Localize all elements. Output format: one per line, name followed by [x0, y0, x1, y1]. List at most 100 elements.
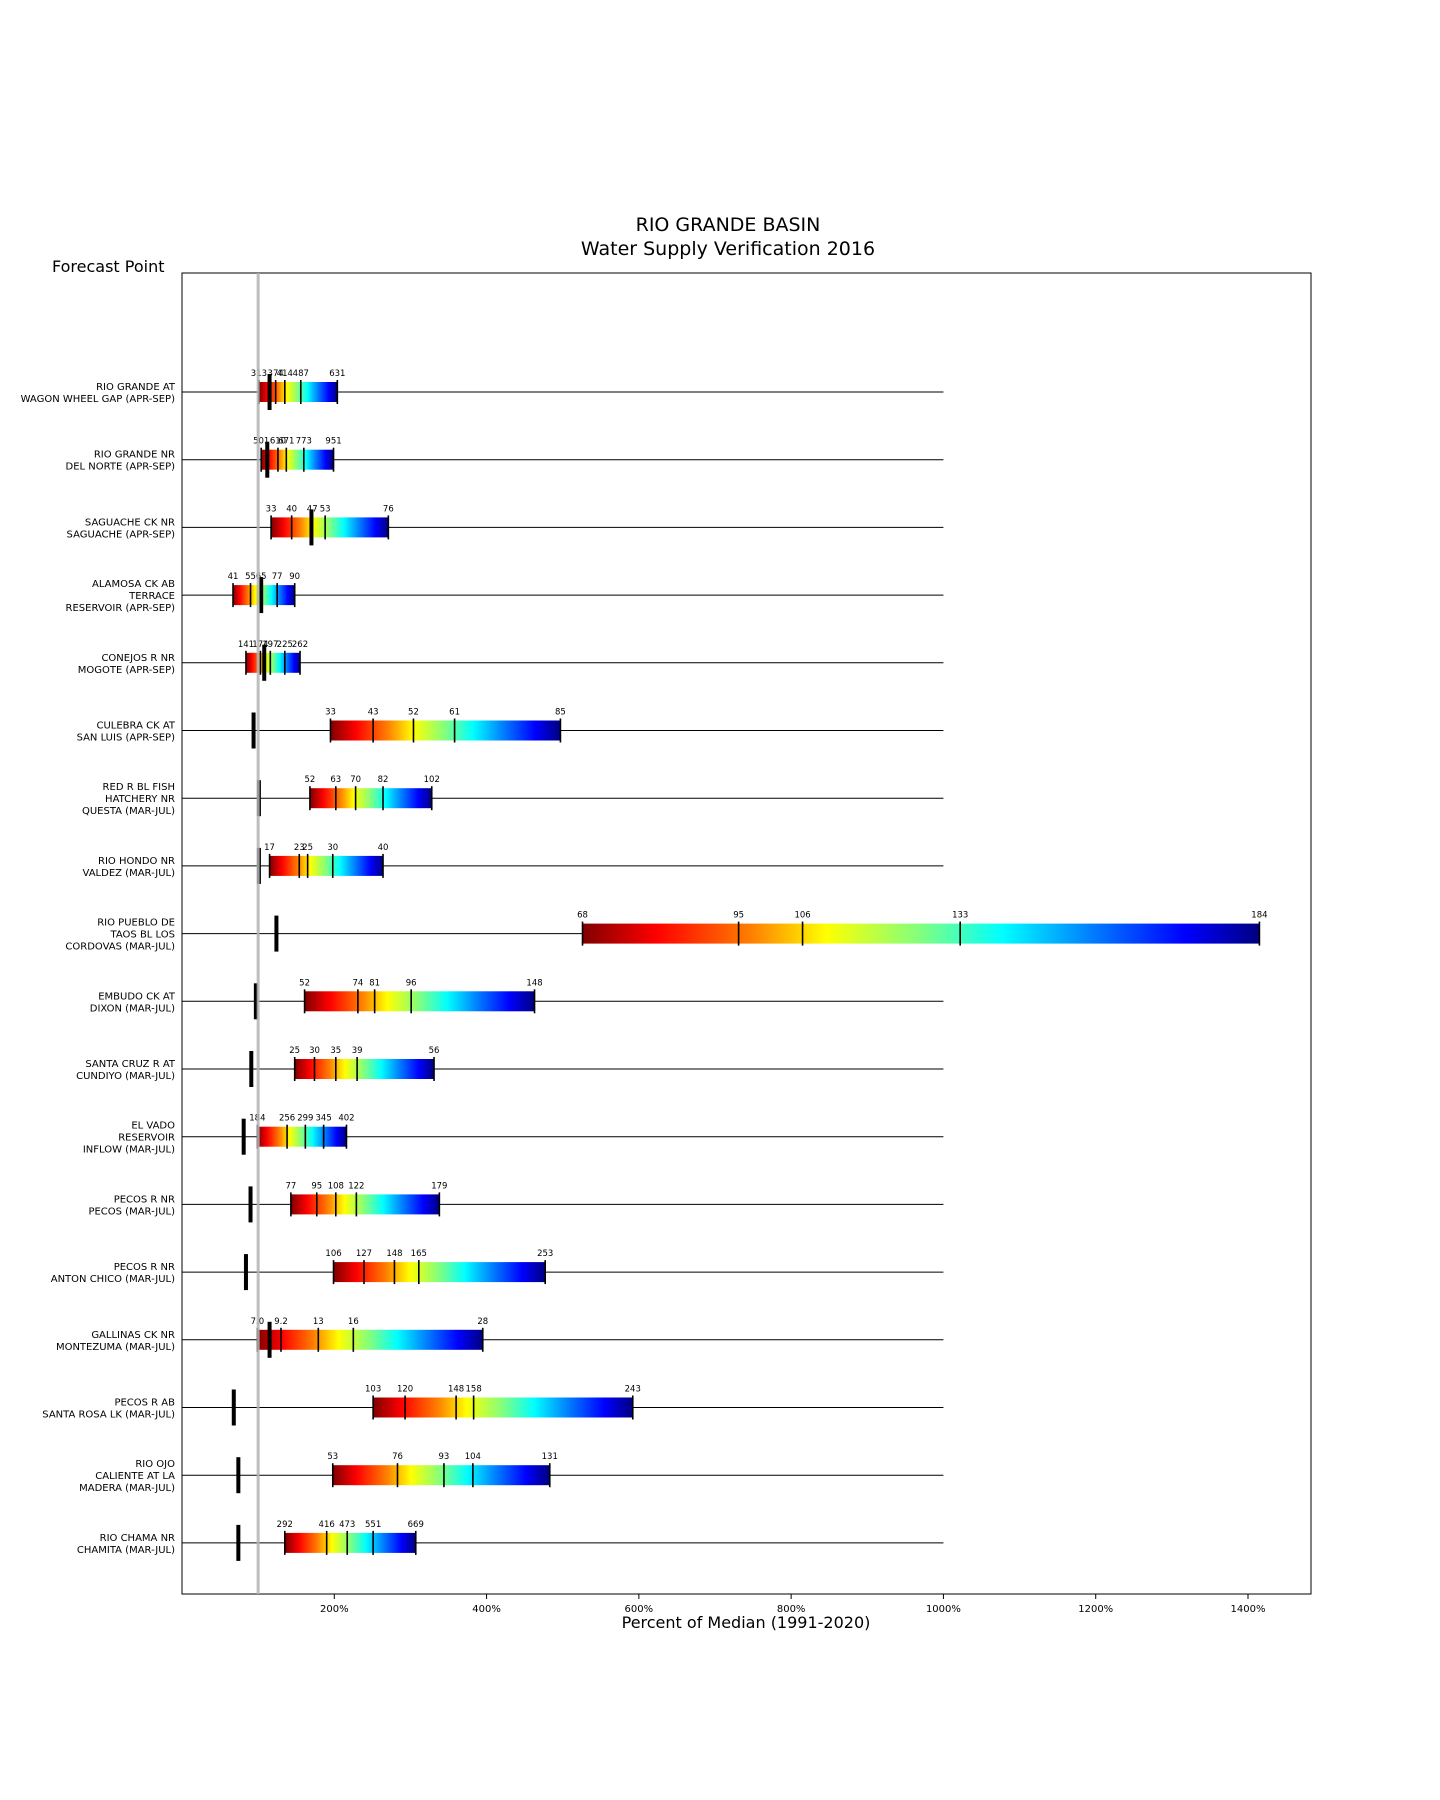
percentile-value-label: 52: [305, 775, 316, 785]
chart-title: RIO GRANDE BASIN: [636, 214, 821, 236]
forecast-range-bar: [271, 517, 389, 538]
forecast-range-bar: [332, 1465, 550, 1486]
forecast-range-bar: [304, 991, 535, 1012]
percentile-value-label: 76: [383, 504, 394, 514]
row-label: PECOS R NR: [114, 1194, 175, 1205]
percentile-value-label: 262: [292, 640, 308, 650]
row-label: RESERVOIR (APR-SEP): [66, 603, 176, 614]
row-label: RESERVOIR: [118, 1133, 175, 1144]
percentile-value-label: 63: [330, 775, 341, 785]
row-label: SAGUACHE (APR-SEP): [67, 529, 176, 540]
percentile-value-label: 225: [277, 640, 293, 650]
percentile-value-label: 102: [424, 775, 440, 785]
percentile-value-label: 9.2: [274, 1317, 288, 1327]
observed-marker: [249, 1051, 254, 1087]
row-label: ANTON CHICO (MAR-JUL): [51, 1274, 175, 1285]
percentile-value-label: 148: [526, 978, 542, 988]
percentile-value-label: 95: [733, 911, 744, 921]
row-label: RIO OJO: [135, 1459, 175, 1470]
percentile-value-label: 23: [294, 843, 305, 853]
row-label: CUNDIYO (MAR-JUL): [76, 1071, 175, 1082]
percentile-value-label: 70: [350, 775, 361, 785]
percentile-value-label: 16: [348, 1317, 359, 1327]
percentile-value-label: 951: [325, 437, 341, 447]
percentile-value-label: 68: [577, 911, 588, 921]
forecast-range-bar: [330, 720, 561, 741]
row-label: WAGON WHEEL GAP (APR-SEP): [21, 394, 175, 405]
percentile-value-label: 148: [448, 1385, 464, 1395]
observed-marker: [231, 1389, 236, 1426]
percentile-value-label: 108: [328, 1181, 344, 1191]
percentile-value-label: 141: [238, 640, 254, 650]
row-label: VALDEZ (MAR-JUL): [83, 868, 176, 879]
percentile-value-label: 41: [228, 572, 239, 582]
percentile-value-label: 52: [408, 708, 419, 718]
x-tick-label: 800%: [777, 1604, 806, 1615]
percentile-value-label: 43: [368, 708, 379, 718]
forecast-range-bar: [290, 1194, 440, 1215]
row-label: PECOS (MAR-JUL): [88, 1206, 175, 1217]
row-label: CALIENTE AT LA: [95, 1471, 175, 1482]
row-label: QUESTA (MAR-JUL): [82, 806, 175, 817]
percentile-value-label: 25: [302, 843, 313, 853]
percentile-value-label: 487: [293, 369, 309, 379]
row-label: RIO GRANDE AT: [96, 382, 176, 393]
observed-marker: [236, 1524, 241, 1561]
percentile-value-label: 106: [794, 911, 810, 921]
observed-marker: [248, 1186, 253, 1223]
percentile-value-label: 631: [329, 369, 345, 379]
row-label: CULEBRA CK AT: [96, 721, 175, 732]
forecast-range-bar: [284, 1532, 416, 1553]
row-label: EMBUDO CK AT: [98, 991, 176, 1002]
row-label: SAN LUIS (APR-SEP): [77, 733, 176, 744]
observed-marker: [259, 577, 264, 614]
row-label: INFLOW (MAR-JUL): [83, 1145, 175, 1156]
percentile-value-label: 76: [392, 1452, 403, 1462]
forecast-range-bar: [269, 855, 384, 876]
percentile-value-label: 551: [365, 1520, 381, 1530]
percentile-value-label: 30: [309, 1046, 320, 1056]
row-label: CORDOVAS (MAR-JUL): [65, 942, 175, 953]
percentile-value-label: 85: [555, 708, 566, 718]
x-tick-label: 200%: [320, 1604, 349, 1615]
observed-marker: [309, 509, 314, 546]
percentile-value-label: 81: [369, 978, 380, 988]
observed-marker: [251, 712, 256, 749]
x-tick-label: 1400%: [1231, 1604, 1266, 1615]
percentile-value-label: 374: [268, 369, 284, 379]
row-label: MONTEZUMA (MAR-JUL): [56, 1342, 175, 1353]
percentile-value-label: 25: [289, 1046, 300, 1056]
percentile-value-label: 127: [356, 1249, 372, 1259]
percentile-value-label: 33: [325, 708, 336, 718]
percentile-value-label: 28: [477, 1317, 488, 1327]
x-tick-label: 1200%: [1078, 1604, 1113, 1615]
row-label: CHAMITA (MAR-JUL): [77, 1545, 175, 1556]
percentile-value-label: 56: [429, 1046, 440, 1056]
percentile-value-label: 61: [449, 708, 460, 718]
percentile-value-label: 256: [279, 1114, 295, 1124]
percentile-value-label: 416: [319, 1520, 335, 1530]
percentile-value-label: 253: [537, 1249, 553, 1259]
row-label: RIO PUEBLO DE: [97, 918, 175, 929]
percentile-value-label: 473: [339, 1520, 355, 1530]
percentile-value-label: 82: [378, 775, 389, 785]
percentile-value-label: 53: [320, 504, 331, 514]
row-label: MOGOTE (APR-SEP): [78, 665, 175, 676]
percentile-value-label: 40: [286, 504, 297, 514]
percentile-value-label: 671: [278, 437, 294, 447]
row-label: RED R BL FISH: [103, 782, 175, 793]
forecast-range-bar: [373, 1397, 633, 1418]
percentile-value-label: 345: [316, 1114, 332, 1124]
percentile-value-label: 179: [431, 1181, 447, 1191]
